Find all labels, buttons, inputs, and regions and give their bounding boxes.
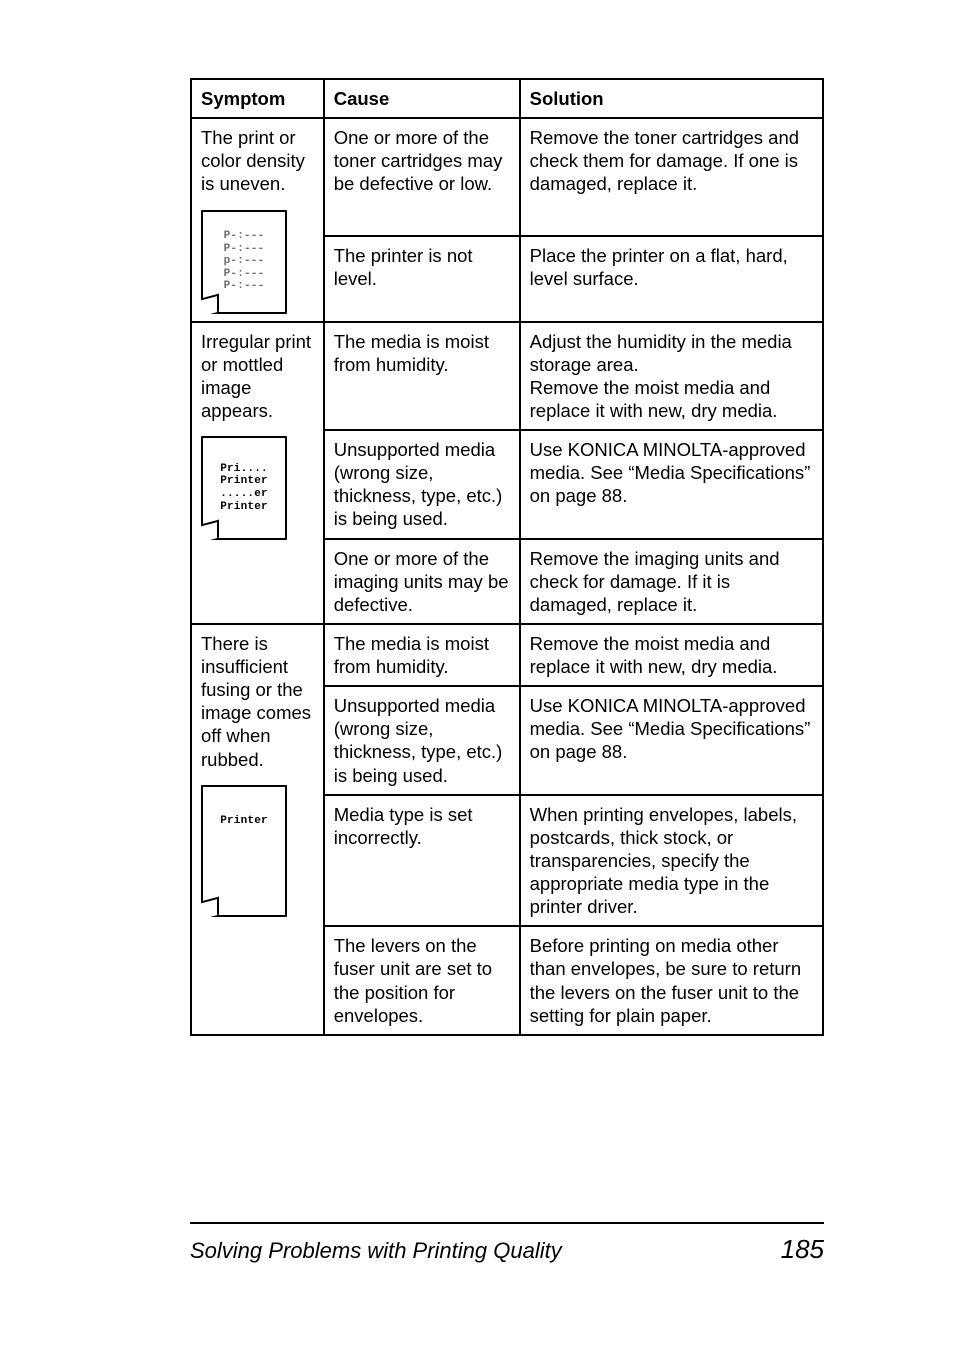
- symptom-illustration: P-:--- P-:--- p-:--- P-:--- P-:---: [201, 210, 314, 314]
- table-row: Irregular print or mottled image appears…: [191, 322, 823, 431]
- header-cause: Cause: [324, 79, 520, 118]
- symptom-text: Irregular print or mottled image appears…: [201, 330, 314, 423]
- mini-page-icon: P-:--- P-:--- p-:--- P-:--- P-:---: [201, 210, 287, 314]
- cause-cell: Media type is set incorrectly.: [324, 795, 520, 927]
- symptom-cell: There is insufficient fusing or the imag…: [191, 624, 324, 1035]
- solution-cell: Before printing on media other than enve…: [520, 926, 823, 1035]
- footer-page-number: 185: [781, 1234, 824, 1265]
- page-footer: Solving Problems with Printing Quality 1…: [190, 1222, 824, 1265]
- cause-cell: The printer is not level.: [324, 236, 520, 322]
- footer-title: Solving Problems with Printing Quality: [190, 1238, 562, 1264]
- cause-cell: The media is moist from humidity.: [324, 322, 520, 431]
- cause-cell: One or more of the imaging units may be …: [324, 539, 520, 624]
- solution-cell: When printing envelopes, labels, postcar…: [520, 795, 823, 927]
- cause-cell: The media is moist from humidity.: [324, 624, 520, 686]
- solution-cell: Adjust the humidity in the media storage…: [520, 322, 823, 431]
- symptom-text: There is insufficient fusing or the imag…: [201, 632, 314, 771]
- table-row: There is insufficient fusing or the imag…: [191, 624, 823, 686]
- mini-page-icon: Pri.... Printer .....er Printer: [201, 436, 287, 540]
- header-symptom: Symptom: [191, 79, 324, 118]
- page: Symptom Cause Solution The print or colo…: [0, 0, 954, 1350]
- symptom-illustration: Printer: [201, 785, 314, 917]
- table-row: The print or color density is uneven. P-…: [191, 118, 823, 236]
- symptom-cell: The print or color density is uneven. P-…: [191, 118, 324, 321]
- solution-cell: Use KONICA MINOLTA-approved media. See “…: [520, 430, 823, 539]
- solution-cell: Use KONICA MINOLTA-approved media. See “…: [520, 686, 823, 795]
- cause-cell: The levers on the fuser unit are set to …: [324, 926, 520, 1035]
- cause-cell: One or more of the toner cartridges may …: [324, 118, 520, 236]
- solution-cell: Place the printer on a flat, hard, level…: [520, 236, 823, 322]
- symptom-text: The print or color density is uneven.: [201, 126, 314, 195]
- mini-page-icon: Printer: [201, 785, 287, 917]
- symptom-illustration: Pri.... Printer .....er Printer: [201, 436, 314, 540]
- header-solution: Solution: [520, 79, 823, 118]
- table-header-row: Symptom Cause Solution: [191, 79, 823, 118]
- cause-cell: Unsupported media (wrong size, thickness…: [324, 430, 520, 539]
- cause-cell: Unsupported media (wrong size, thickness…: [324, 686, 520, 795]
- troubleshooting-table: Symptom Cause Solution The print or colo…: [190, 78, 824, 1036]
- solution-cell: Remove the toner cartridges and check th…: [520, 118, 823, 236]
- solution-cell: Remove the moist media and replace it wi…: [520, 624, 823, 686]
- solution-cell: Remove the imaging units and check for d…: [520, 539, 823, 624]
- symptom-cell: Irregular print or mottled image appears…: [191, 322, 324, 624]
